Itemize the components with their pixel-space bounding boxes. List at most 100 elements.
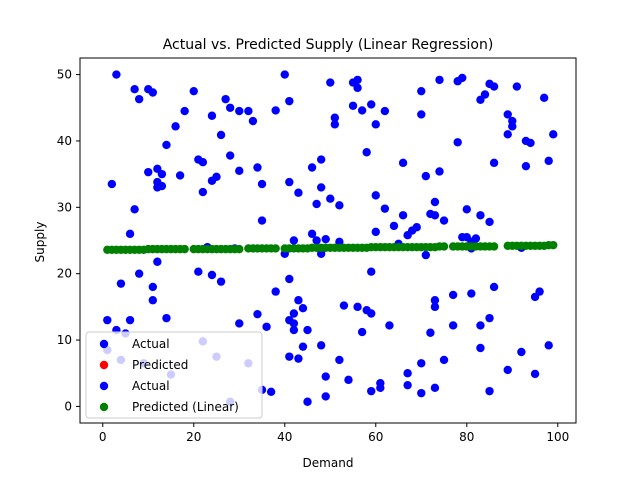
data-point bbox=[225, 103, 235, 112]
data-point bbox=[417, 388, 426, 398]
series-3 bbox=[103, 240, 558, 254]
plot-area bbox=[103, 70, 558, 406]
data-point bbox=[148, 88, 158, 97]
data-point bbox=[134, 269, 144, 278]
data-point bbox=[421, 171, 431, 181]
data-point bbox=[503, 365, 512, 375]
data-point bbox=[453, 138, 462, 147]
data-point bbox=[335, 237, 344, 247]
x-tick-label: 20 bbox=[186, 430, 201, 444]
data-point bbox=[476, 343, 485, 353]
x-tick-label: 60 bbox=[368, 430, 383, 444]
data-point bbox=[403, 380, 412, 390]
data-point bbox=[380, 204, 390, 213]
data-point bbox=[535, 287, 544, 296]
data-point bbox=[367, 267, 376, 276]
legend-label: Predicted bbox=[132, 358, 188, 372]
data-point bbox=[321, 234, 330, 244]
data-point bbox=[348, 101, 358, 110]
data-point bbox=[357, 106, 367, 115]
data-point bbox=[235, 244, 244, 254]
data-point bbox=[521, 161, 531, 171]
data-point bbox=[180, 106, 189, 116]
data-point bbox=[339, 301, 349, 310]
y-axis-label: Supply bbox=[33, 222, 47, 263]
data-point bbox=[326, 194, 335, 203]
data-point bbox=[253, 163, 262, 172]
data-point bbox=[198, 157, 208, 167]
data-point bbox=[430, 302, 440, 312]
data-point bbox=[316, 155, 326, 164]
data-point bbox=[321, 372, 330, 381]
data-point bbox=[112, 70, 121, 79]
data-point bbox=[162, 140, 171, 150]
data-point bbox=[367, 100, 376, 109]
data-point bbox=[144, 167, 153, 177]
data-point bbox=[417, 86, 426, 96]
legend-marker bbox=[99, 360, 109, 370]
data-point bbox=[198, 187, 208, 197]
data-point bbox=[489, 82, 499, 91]
x-tick-label: 0 bbox=[99, 430, 107, 444]
data-point bbox=[285, 177, 294, 187]
data-point bbox=[316, 183, 326, 192]
data-point bbox=[312, 236, 321, 245]
legend-label: Actual bbox=[132, 337, 170, 351]
data-point bbox=[385, 321, 394, 330]
data-point bbox=[380, 106, 390, 116]
data-point bbox=[248, 116, 258, 126]
data-point bbox=[280, 70, 289, 79]
data-point bbox=[417, 110, 426, 119]
data-point bbox=[353, 83, 362, 93]
data-point bbox=[426, 328, 435, 337]
data-point bbox=[285, 352, 294, 361]
data-point bbox=[107, 179, 117, 189]
data-point bbox=[307, 229, 317, 239]
data-point bbox=[458, 73, 467, 83]
data-point bbox=[344, 375, 353, 385]
data-point bbox=[271, 244, 280, 253]
x-tick-label: 100 bbox=[546, 430, 569, 444]
data-point bbox=[544, 156, 553, 166]
data-point bbox=[171, 122, 180, 131]
data-point bbox=[194, 267, 203, 276]
data-point bbox=[485, 313, 494, 323]
x-tick-label: 40 bbox=[277, 430, 292, 444]
data-point bbox=[508, 122, 517, 131]
data-point bbox=[544, 341, 553, 350]
data-point bbox=[326, 78, 335, 87]
y-tick-label: 40 bbox=[57, 134, 72, 148]
data-point bbox=[253, 309, 262, 319]
data-point bbox=[235, 319, 244, 328]
data-point bbox=[471, 234, 481, 243]
data-point bbox=[435, 167, 444, 176]
data-point bbox=[367, 309, 376, 318]
data-point bbox=[294, 188, 303, 197]
data-point bbox=[148, 282, 158, 292]
data-point bbox=[503, 130, 512, 139]
legend-marker bbox=[99, 339, 109, 349]
data-point bbox=[216, 277, 226, 286]
data-point bbox=[125, 229, 135, 239]
data-point bbox=[271, 287, 280, 296]
data-point bbox=[485, 217, 494, 227]
data-point bbox=[467, 289, 476, 298]
data-point bbox=[503, 110, 512, 119]
data-point bbox=[376, 378, 385, 388]
x-axis: 0 20 40 60 80 100 bbox=[99, 423, 569, 444]
x-tick-label: 80 bbox=[459, 430, 474, 444]
data-point bbox=[148, 296, 158, 305]
data-point bbox=[321, 392, 330, 401]
data-point bbox=[157, 181, 167, 191]
data-point bbox=[530, 369, 540, 379]
legend: Actual Predicted Actual Predicted (Linear) bbox=[85, 331, 263, 419]
data-point bbox=[189, 86, 198, 96]
data-point bbox=[289, 236, 299, 245]
data-point bbox=[335, 355, 344, 365]
data-point bbox=[480, 90, 490, 99]
data-point bbox=[207, 270, 217, 280]
data-point bbox=[549, 240, 558, 250]
data-point bbox=[448, 321, 458, 330]
data-point bbox=[244, 106, 253, 116]
data-point bbox=[512, 82, 522, 91]
